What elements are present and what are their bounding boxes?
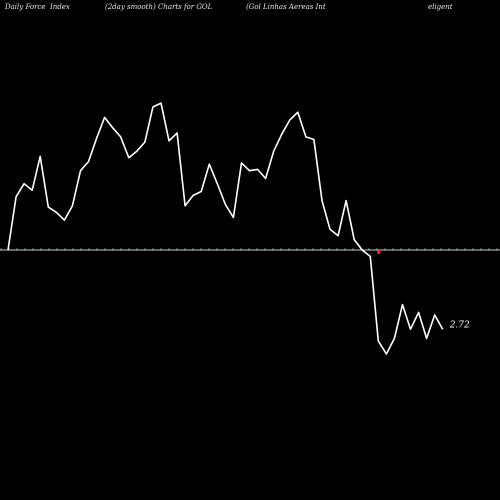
company-name-tail: eligent: [428, 3, 453, 11]
volume-marker: [377, 250, 381, 254]
series-line: [7, 102, 444, 355]
chart-header: Daily Force Index (2day smooth) Charts f…: [0, 0, 500, 20]
company-name: (Gol Linhas Aereas Int: [246, 3, 326, 11]
marker-layer: [377, 250, 381, 254]
indicator-title: Daily Force Index: [5, 3, 70, 11]
last-value-label: 2.72: [449, 320, 470, 330]
chart-subtitle: (2day smooth) Charts for GOL: [105, 3, 213, 11]
